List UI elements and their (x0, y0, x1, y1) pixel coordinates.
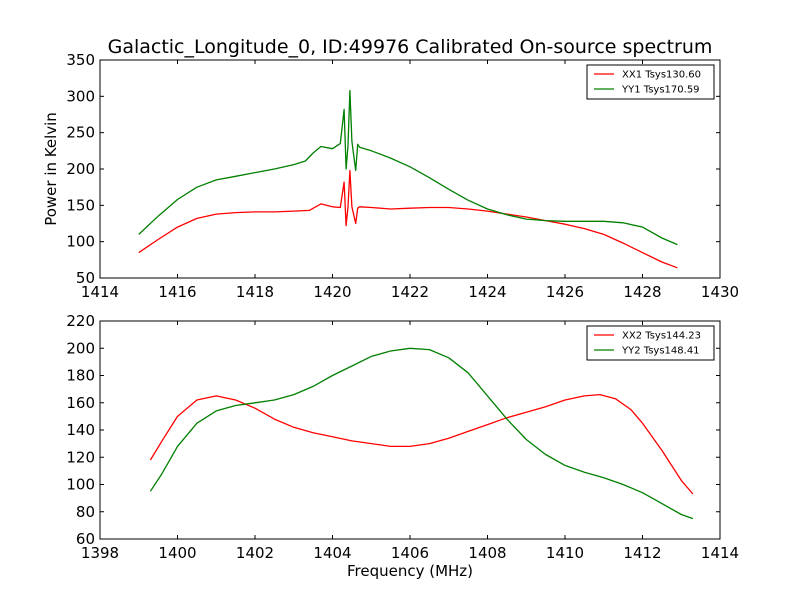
x-tick-label: 1418 (236, 283, 274, 301)
x-tick-label: 1398 (81, 544, 119, 562)
bottom-chart-series (149, 347, 694, 520)
y-tick-label: 160 (66, 394, 95, 412)
top-chart: Galactic_Longitude_0, ID:49976 Calibrate… (42, 36, 739, 301)
x-tick-label: 1412 (623, 544, 661, 562)
y-tick-label: 350 (66, 51, 95, 69)
y-tick-label: 200 (66, 339, 95, 357)
bottom-chart: Frequency (MHz) 1398 1400 1402 1404 1406 1408… (66, 312, 739, 580)
x-tick-label: 1406 (391, 544, 429, 562)
series-line-yy1 (138, 89, 678, 246)
x-tick-label: 1404 (313, 544, 351, 562)
x-tick-label: 1402 (236, 544, 274, 562)
x-tick-label: 1422 (391, 283, 429, 301)
top-chart-ticks: 1414 1416 1418 1420 1422 1424 1426 1428 1430 50 10… (66, 51, 739, 301)
x-tick-label: 1424 (468, 283, 506, 301)
y-tick-label: 140 (66, 421, 95, 439)
series-line-xx2 (149, 393, 694, 495)
bottom-chart-xlabel: Frequency (MHz) (347, 562, 473, 580)
bottom-legend-box (586, 325, 715, 361)
bottom-legend-label-yy2: YY2 Tsys148.41 (621, 346, 700, 357)
y-tick-label: 100 (66, 233, 95, 251)
y-tick-label: 200 (66, 160, 95, 178)
top-legend-box (586, 64, 715, 100)
y-tick-label: 180 (66, 367, 95, 385)
bottom-legend-label-xx2: XX2 Tsys144.23 (622, 331, 701, 342)
bottom-chart-ticks: 1398 1400 1402 1404 1406 1408 1410 1412 1414 60 80… (66, 312, 739, 562)
top-legend-label-xx1: XX1 Tsys130.60 (622, 70, 701, 81)
y-tick-label: 150 (66, 196, 95, 214)
x-tick-label: 1416 (158, 283, 196, 301)
series-line-yy2 (149, 347, 694, 520)
x-tick-label: 1426 (546, 283, 584, 301)
top-chart-legend: XX1 Tsys130.60 YY1 Tsys170.59 (586, 64, 715, 100)
y-tick-label: 250 (66, 124, 95, 142)
y-tick-label: 50 (76, 269, 95, 287)
bottom-chart-legend: XX2 Tsys144.23 YY2 Tsys148.41 (586, 325, 715, 361)
x-tick-label: 1400 (158, 544, 196, 562)
y-tick-label: 220 (66, 312, 95, 330)
y-tick-label: 60 (76, 530, 95, 548)
top-chart-series (138, 89, 678, 269)
y-tick-label: 300 (66, 87, 95, 105)
top-chart-ylabel: Power in Kelvin (42, 112, 60, 226)
x-tick-label: 1410 (546, 544, 584, 562)
y-tick-label: 120 (66, 448, 95, 466)
x-tick-label: 1430 (701, 283, 739, 301)
top-chart-title: Galactic_Longitude_0, ID:49976 Calibrate… (108, 36, 713, 58)
y-tick-label: 80 (76, 503, 95, 521)
x-tick-label: 1414 (81, 283, 119, 301)
bottom-chart-frame (99, 320, 721, 540)
x-tick-label: 1408 (468, 544, 506, 562)
x-tick-label: 1428 (623, 283, 661, 301)
top-chart-frame (99, 59, 721, 279)
x-tick-label: 1420 (313, 283, 351, 301)
series-line-xx1 (138, 169, 678, 269)
x-tick-label: 1414 (701, 544, 739, 562)
top-legend-label-yy1: YY1 Tsys170.59 (621, 85, 700, 96)
y-tick-label: 100 (66, 476, 95, 494)
